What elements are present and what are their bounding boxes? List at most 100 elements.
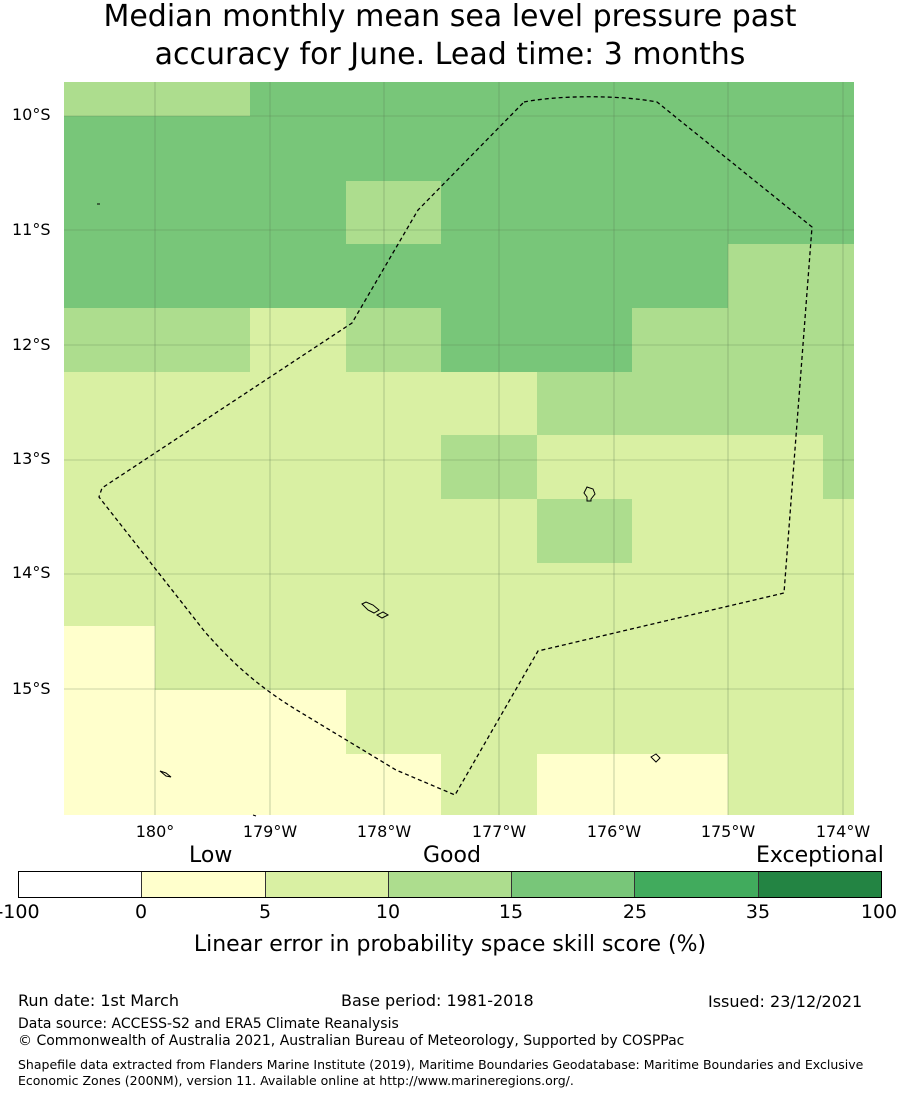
- grid-cell: [537, 754, 632, 815]
- grid-cell: [155, 308, 250, 372]
- lat-label: 12°S: [12, 335, 51, 354]
- grid-cell: [250, 82, 346, 116]
- data-source: Data source: ACCESS-S2 and ERA5 Climate …: [18, 1016, 399, 1032]
- grid-cell: [728, 690, 823, 754]
- island-outline: [375, 611, 390, 619]
- grid-cell: [728, 435, 823, 499]
- island-outline: [252, 814, 257, 817]
- grid-cell: [441, 499, 537, 563]
- legend-category-exceptional: Exceptional: [756, 843, 884, 868]
- grid-cell: [155, 82, 250, 116]
- grid-cell: [728, 181, 823, 244]
- lat-label: 14°S: [12, 563, 51, 582]
- grid-cell: [250, 116, 346, 181]
- grid-cell: [537, 82, 632, 116]
- grid-cell: [823, 690, 854, 754]
- grid-cell: [632, 244, 728, 308]
- grid-cell: [823, 435, 854, 499]
- grid-cell: [250, 181, 346, 244]
- grid-cell: [728, 244, 823, 308]
- grid-cell: [441, 690, 537, 754]
- legend-category-good: Good: [423, 843, 481, 868]
- grid-cell: [441, 626, 537, 690]
- colorbar-tick: 15: [498, 901, 524, 923]
- colorbar-segment: [512, 872, 636, 897]
- grid-cell: [155, 244, 250, 308]
- grid-cell: [823, 626, 854, 690]
- grid-cell: [346, 626, 441, 690]
- grid-cell: [441, 563, 537, 626]
- grid-cell: [441, 372, 537, 435]
- grid-cell: [537, 181, 632, 244]
- grid-cell: [728, 308, 823, 372]
- colorbar-segment: [635, 872, 759, 897]
- grid-cell: [823, 181, 854, 244]
- grid-cell: [632, 181, 728, 244]
- grid-cell: [823, 82, 854, 116]
- skill-grid: [64, 82, 854, 815]
- eez-boundary: [98, 96, 813, 796]
- colorbar: [18, 871, 882, 898]
- grid-cell: [632, 626, 728, 690]
- lon-label: 178°W: [356, 822, 412, 841]
- issued-date: Issued: 23/12/2021: [708, 992, 863, 1011]
- grid-cell: [728, 82, 823, 116]
- lat-label: 13°S: [12, 449, 51, 468]
- grid-cell: [346, 690, 441, 754]
- grid-cell: [632, 308, 728, 372]
- lon-label: 177°W: [471, 822, 527, 841]
- grid-cell: [250, 626, 346, 690]
- colorbar-tick: 100: [860, 901, 898, 923]
- grid-cell: [346, 82, 441, 116]
- colorbar-tick: 10: [375, 901, 401, 923]
- grid-cell: [346, 116, 441, 181]
- grid-cell: [632, 563, 728, 626]
- grid-cell: [441, 116, 537, 181]
- lat-label: 11°S: [12, 220, 51, 239]
- grid-cell: [346, 244, 441, 308]
- lon-label: 176°W: [586, 822, 642, 841]
- grid-cell: [155, 181, 250, 244]
- grid-cell: [537, 690, 632, 754]
- grid-cell: [632, 435, 728, 499]
- grid-cell: [346, 181, 441, 244]
- grid-cell: [632, 82, 728, 116]
- grid-cell: [346, 563, 441, 626]
- grid-cell: [728, 116, 823, 181]
- colorbar-tick: 25: [622, 901, 648, 923]
- grid-cell: [537, 626, 632, 690]
- grid-cell: [728, 754, 823, 815]
- grid-cell: [64, 116, 155, 181]
- grid-cell: [250, 435, 346, 499]
- colorbar-label: Linear error in probability space skill …: [193, 932, 707, 957]
- grid-cell: [823, 754, 854, 815]
- grid-cell: [537, 499, 632, 563]
- colorbar-segment: [142, 872, 266, 897]
- grid-cell: [537, 435, 632, 499]
- grid-cell: [250, 754, 346, 815]
- grid-cell: [250, 499, 346, 563]
- grid-cell: [155, 372, 250, 435]
- grid-cell: [64, 244, 155, 308]
- lon-label: 180°: [135, 822, 175, 841]
- grid-cell: [250, 563, 346, 626]
- colorbar-segment: [265, 872, 389, 897]
- grid-cell: [537, 372, 632, 435]
- grid-cell: [64, 372, 155, 435]
- grid-cell: [537, 308, 632, 372]
- grid-cell: [537, 116, 632, 181]
- grid-cell: [632, 116, 728, 181]
- grid-cell: [64, 435, 155, 499]
- shapefile-credit: Shapefile data extracted from Flanders M…: [18, 1057, 864, 1088]
- colorbar-segment: [19, 872, 143, 897]
- grid-cell: [64, 82, 155, 116]
- lat-label: 10°S: [12, 105, 51, 124]
- colorbar-segment: [758, 872, 881, 897]
- grid-cell: [441, 244, 537, 308]
- island-outline: [650, 753, 661, 763]
- title-line-2: accuracy for June. Lead time: 3 months: [154, 37, 746, 72]
- colorbar-tick: -100: [0, 901, 40, 923]
- grid-cell: [64, 308, 155, 372]
- colorbar-tick: 5: [258, 901, 272, 923]
- grid-cell: [250, 372, 346, 435]
